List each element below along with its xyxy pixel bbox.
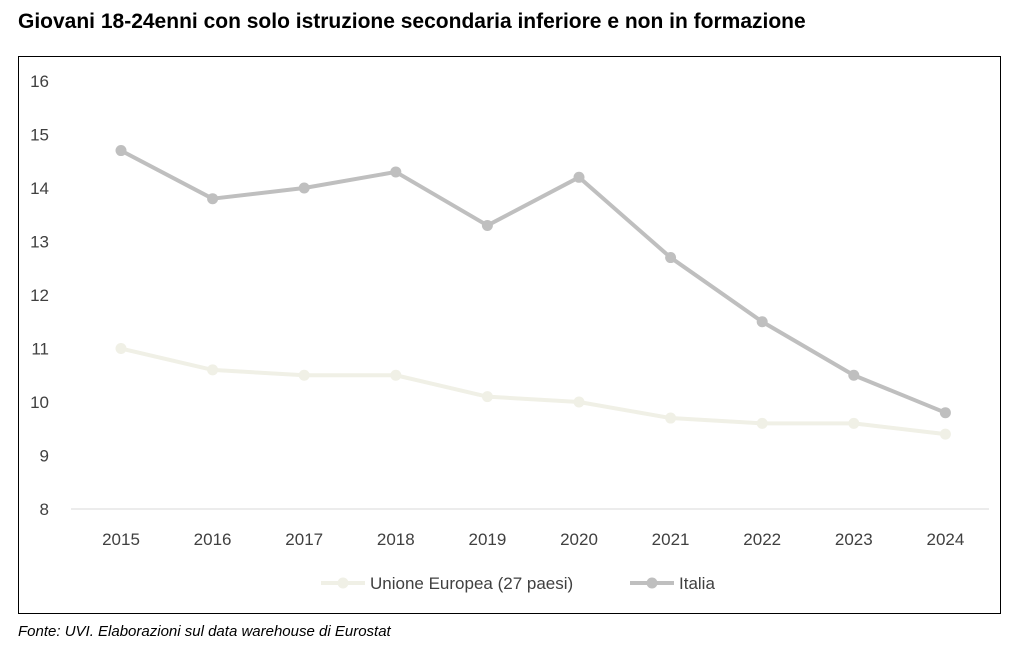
series-unione-europea bbox=[115, 343, 951, 440]
chart-frame: 8 9 10 11 12 13 14 15 16 2015 2016 2017 2018 2019 202… bbox=[18, 56, 1001, 614]
data-point bbox=[207, 364, 219, 376]
y-axis: 8 9 10 11 12 13 14 15 16 bbox=[30, 72, 49, 519]
series-line bbox=[119, 148, 948, 415]
data-point bbox=[848, 369, 860, 381]
legend-item: Italia bbox=[630, 574, 715, 593]
y-tick-label: 9 bbox=[40, 447, 49, 466]
legend-label: Italia bbox=[679, 574, 715, 593]
data-point bbox=[207, 193, 219, 205]
data-point bbox=[665, 252, 677, 264]
data-point bbox=[481, 219, 493, 231]
data-point bbox=[115, 145, 127, 157]
x-tick-label: 2024 bbox=[926, 530, 964, 549]
data-point bbox=[115, 343, 127, 354]
x-tick-label: 2015 bbox=[102, 530, 140, 549]
data-point bbox=[390, 166, 402, 178]
data-point bbox=[481, 391, 493, 403]
series-italia bbox=[115, 145, 951, 419]
data-point bbox=[573, 396, 585, 408]
y-tick-label: 8 bbox=[40, 500, 49, 519]
data-point bbox=[298, 182, 310, 194]
data-point bbox=[756, 417, 768, 429]
data-point bbox=[390, 369, 402, 381]
source-note: Fonte: UVI. Elaborazioni sul data wareho… bbox=[18, 623, 391, 640]
data-point bbox=[573, 171, 585, 183]
legend: Unione Europea (27 paesi) Italia bbox=[321, 574, 715, 593]
legend-item: Unione Europea (27 paesi) bbox=[321, 574, 573, 593]
x-tick-label: 2023 bbox=[835, 530, 873, 549]
series-layer bbox=[115, 145, 951, 440]
y-tick-label: 10 bbox=[30, 393, 49, 412]
line-chart: 8 9 10 11 12 13 14 15 16 2015 2016 2017 2018 2019 202… bbox=[30, 72, 989, 593]
y-tick-label: 16 bbox=[30, 72, 49, 91]
y-tick-label: 12 bbox=[30, 286, 49, 305]
data-point bbox=[939, 407, 951, 419]
y-tick-label: 13 bbox=[30, 233, 49, 252]
legend-marker bbox=[646, 577, 658, 589]
data-point bbox=[848, 417, 860, 429]
x-tick-label: 2017 bbox=[285, 530, 323, 549]
x-tick-label: 2020 bbox=[560, 530, 598, 549]
x-tick-label: 2018 bbox=[377, 530, 415, 549]
chart-title: Giovani 18-24enni con solo istruzione se… bbox=[18, 10, 806, 33]
y-tick-label: 14 bbox=[30, 179, 49, 198]
y-tick-label: 11 bbox=[31, 340, 49, 359]
legend-marker bbox=[337, 577, 349, 589]
series-line bbox=[119, 346, 948, 437]
y-tick-label: 15 bbox=[30, 126, 49, 145]
x-tick-label: 2016 bbox=[194, 530, 232, 549]
data-point bbox=[939, 428, 951, 440]
data-point bbox=[298, 369, 310, 381]
x-tick-label: 2021 bbox=[652, 530, 690, 549]
x-tick-label: 2019 bbox=[468, 530, 506, 549]
data-point bbox=[756, 316, 768, 328]
legend-label: Unione Europea (27 paesi) bbox=[370, 574, 573, 593]
data-point bbox=[665, 412, 677, 424]
x-axis: 2015 2016 2017 2018 2019 2020 2021 2022 2023 2024 bbox=[102, 530, 964, 549]
x-tick-label: 2022 bbox=[743, 530, 781, 549]
